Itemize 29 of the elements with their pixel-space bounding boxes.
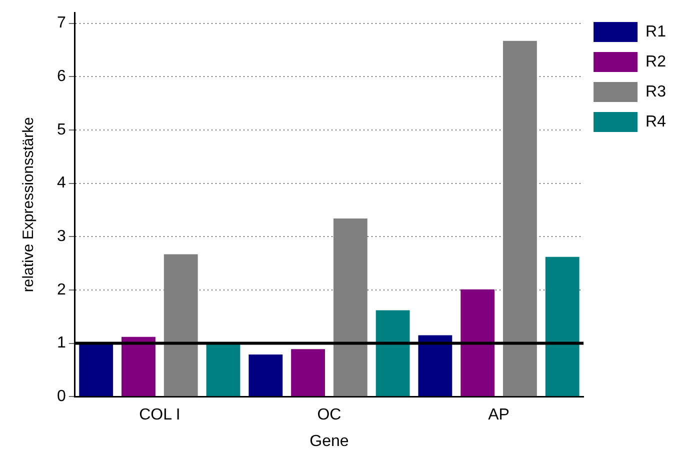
bar [418, 335, 452, 396]
y-tick-label: 0 [56, 388, 66, 406]
bar [503, 40, 537, 396]
y-tick-label: 5 [56, 121, 66, 138]
bar [460, 289, 495, 396]
y-axis-title: relative Expressionsstärke [20, 117, 38, 292]
y-tick-label: 1 [56, 334, 66, 352]
bar [164, 254, 198, 396]
x-tick-label: AP [488, 406, 510, 424]
bar [291, 349, 325, 396]
y-tick-label: 6 [56, 68, 66, 86]
bar [122, 336, 156, 396]
legend-label: R3 [646, 83, 666, 100]
x-tick-label: COL I [139, 406, 180, 424]
bar [79, 343, 114, 396]
x-tick-label: OC [317, 406, 342, 424]
bar [333, 218, 368, 396]
bar [206, 343, 240, 396]
legend-label: R2 [646, 53, 666, 70]
y-tick-label: 2 [56, 281, 66, 298]
x-axis-title: Gene [310, 432, 349, 450]
legend-label: R4 [646, 113, 666, 130]
y-tick-label: 7 [56, 14, 66, 32]
bar [376, 310, 410, 396]
legend-label: R1 [646, 23, 666, 40]
y-tick-label: 3 [56, 228, 66, 246]
bar [248, 354, 283, 396]
y-tick-label: 4 [56, 174, 66, 192]
bar [545, 256, 580, 396]
